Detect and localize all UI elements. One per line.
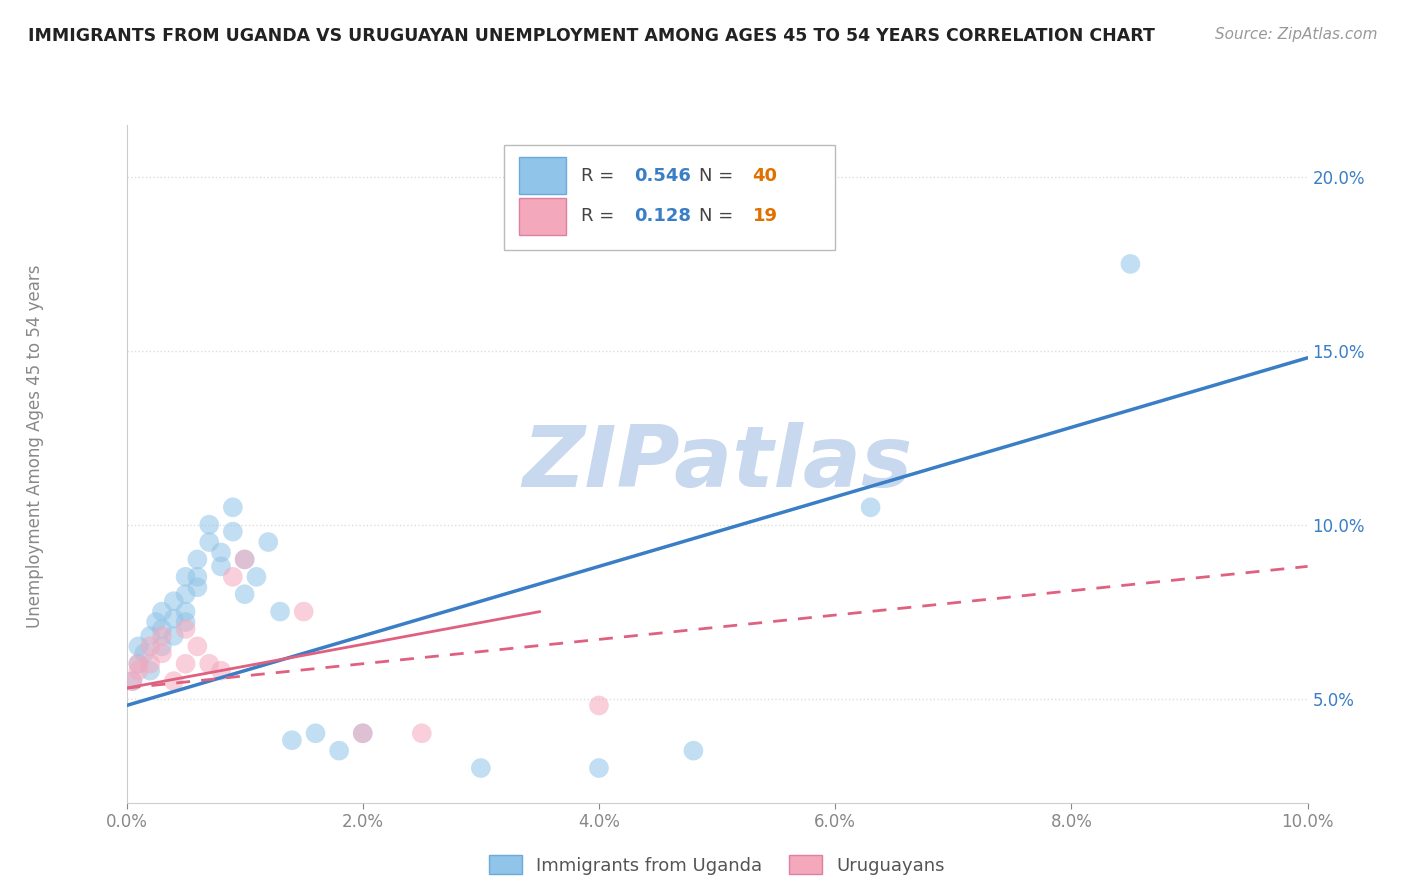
Point [127,657,149,671]
Point [682,744,704,758]
Point [588,761,610,775]
Point [209,545,232,559]
Point [186,552,208,566]
Point [150,622,173,636]
Point [174,605,197,619]
Point [352,726,374,740]
Point [163,611,186,625]
Point [174,615,197,629]
Point [209,664,232,678]
Point [588,698,610,713]
Point [139,664,162,678]
Point [328,744,350,758]
Point [198,535,221,549]
Point [209,559,232,574]
Text: R =: R = [581,167,620,185]
Text: Unemployment Among Ages 45 to 54 years: Unemployment Among Ages 45 to 54 years [27,264,44,628]
Point [163,629,186,643]
Point [150,646,173,660]
Point [1119,257,1142,271]
Point [174,657,197,671]
Point [186,570,208,584]
Point [127,664,149,678]
Point [163,594,186,608]
Text: R =: R = [581,208,620,226]
Point [174,622,197,636]
Point [163,674,186,689]
Point [233,587,256,601]
Point [127,640,149,654]
Point [139,657,162,671]
FancyBboxPatch shape [505,145,835,251]
Text: Source: ZipAtlas.com: Source: ZipAtlas.com [1215,27,1378,42]
Legend: Immigrants from Uganda, Uruguayans: Immigrants from Uganda, Uruguayans [482,848,952,882]
Point [121,674,143,689]
Text: IMMIGRANTS FROM UGANDA VS URUGUAYAN UNEMPLOYMENT AMONG AGES 45 TO 54 YEARS CORRE: IMMIGRANTS FROM UGANDA VS URUGUAYAN UNEM… [28,27,1154,45]
Point [174,587,197,601]
Point [139,629,162,643]
Text: 0.546: 0.546 [634,167,692,185]
Point [222,500,245,515]
Point [352,726,374,740]
Point [139,640,162,654]
Point [150,605,173,619]
Point [281,733,304,747]
Point [127,657,149,671]
Point [222,524,245,539]
Point [269,605,291,619]
Point [174,570,197,584]
Point [186,640,208,654]
Text: 19: 19 [752,208,778,226]
Text: 0.128: 0.128 [634,208,692,226]
Point [150,640,173,654]
Point [145,615,167,629]
Point [411,726,433,740]
Point [304,726,326,740]
Point [292,605,315,619]
Text: N =: N = [699,208,740,226]
Point [198,517,221,532]
Point [470,761,492,775]
Point [222,570,245,584]
Point [245,570,267,584]
Point [233,552,256,566]
Text: N =: N = [699,167,740,185]
Point [257,535,280,549]
Point [186,580,208,594]
Text: 40: 40 [752,167,778,185]
Point [121,674,143,689]
FancyBboxPatch shape [519,198,565,235]
Text: ZIPatlas: ZIPatlas [522,422,912,506]
Point [134,646,156,660]
Point [859,500,882,515]
Point [150,629,173,643]
FancyBboxPatch shape [519,157,565,194]
Point [198,657,221,671]
Point [233,552,256,566]
